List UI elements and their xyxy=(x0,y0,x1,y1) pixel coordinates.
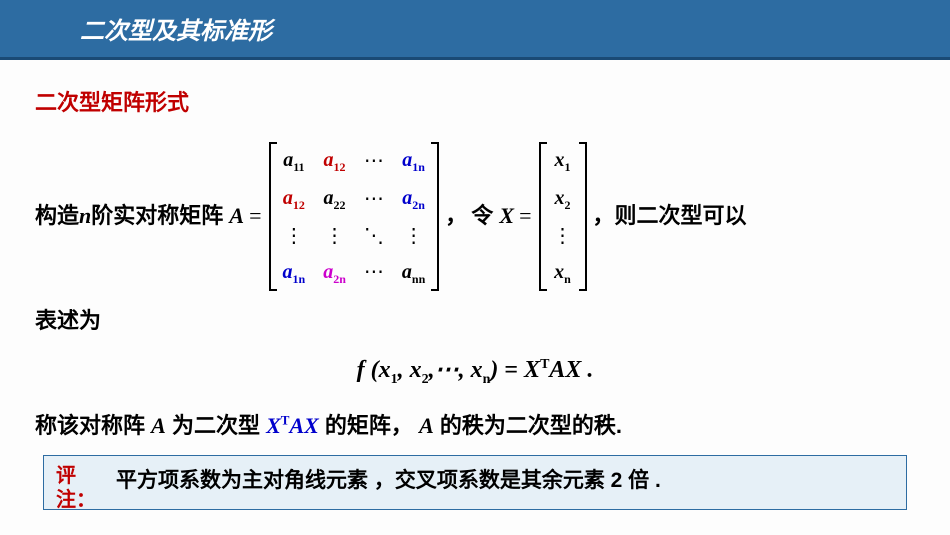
var-A-2: A xyxy=(151,413,166,438)
page-title: 二次型及其标准形 xyxy=(80,11,272,46)
matrix-definition-line: 构造 n 阶实对称矩阵 A = a11 a12 ⋯ a1n a12 a22 ⋯ a2n ⋮ ⋮ ⋱ ⋮… xyxy=(35,142,915,291)
var-A: A xyxy=(229,201,244,232)
vector-cell: x2 xyxy=(555,184,571,214)
text-tail: ，则二次型可以 xyxy=(593,201,747,232)
matrix-cell: ⋮ xyxy=(284,222,304,250)
equals-sign-2: = xyxy=(519,201,531,232)
vector-X: x1 x2 ⋮ xn xyxy=(539,142,587,291)
xtax-expr: XTAX xyxy=(266,413,319,438)
text-l4-4: 的秩为二次型的秩. xyxy=(440,413,622,438)
matrix-cell: a1n xyxy=(402,146,425,176)
subtitle: 二次型矩阵形式 xyxy=(35,85,915,117)
bracket-right xyxy=(579,142,587,291)
vector-cell: xn xyxy=(554,258,571,288)
text-l4-1: 称该对称阵 xyxy=(35,413,145,438)
matrix-cell: ann xyxy=(402,258,425,288)
matrix-cell: a22 xyxy=(324,184,346,214)
matrix-cell: ⋯ xyxy=(364,147,384,175)
matrix-cell: ⋮ xyxy=(404,222,424,250)
matrix-cell: ⋮ xyxy=(325,222,345,250)
equation-center: f (x1, x2,⋯, xn) = XTAX . xyxy=(35,355,915,388)
matrix-cell: a1n xyxy=(283,258,306,288)
conclusion-line: 称该对称阵 A 为二次型 XTAX 的矩阵， A 的秩为二次型的秩. xyxy=(35,408,915,440)
matrix-cell: a12 xyxy=(283,184,305,214)
note-label: 评注： xyxy=(56,464,96,510)
text-mid: 阶实对称矩阵 xyxy=(91,201,223,232)
text-pre: 构造 xyxy=(35,201,79,232)
text-l4-3: 的矩阵， xyxy=(325,413,413,438)
matrix-cell: ⋯ xyxy=(364,185,384,213)
title-bar: 二次型及其标准形 xyxy=(0,0,950,60)
vector-X-body: x1 x2 ⋮ xn xyxy=(547,142,579,291)
note-box: 评注： 平方项系数为主对角线元素 ，交叉项系数是其余元素 2 倍 . xyxy=(43,455,907,510)
var-A-3: A xyxy=(419,413,434,438)
matrix-A: a11 a12 ⋯ a1n a12 a22 ⋯ a2n ⋮ ⋮ ⋱ ⋮ a1n a2n ⋯ ann xyxy=(269,142,440,291)
matrix-cell: a11 xyxy=(283,146,304,176)
note-text: 平方项系数为主对角线元素 ，交叉项系数是其余元素 2 倍 . xyxy=(116,464,661,494)
text-continue: 表述为 xyxy=(35,306,915,337)
matrix-cell: ⋯ xyxy=(364,258,384,286)
content-area: 二次型矩阵形式 构造 n 阶实对称矩阵 A = a11 a12 ⋯ a1n a12 a22… xyxy=(0,60,950,510)
comma: ， xyxy=(445,201,467,232)
bracket-left xyxy=(269,142,277,291)
vector-cell: ⋮ xyxy=(553,222,573,250)
matrix-cell: a2n xyxy=(402,184,425,214)
text-l4-2: 为二次型 xyxy=(172,413,266,438)
var-n: n xyxy=(79,201,91,232)
matrix-cell: a2n xyxy=(323,258,346,288)
equals-sign: = xyxy=(249,201,261,232)
text-ling: 令 xyxy=(471,201,493,232)
matrix-A-body: a11 a12 ⋯ a1n a12 a22 ⋯ a2n ⋮ ⋮ ⋱ ⋮ a1n a2n ⋯ ann xyxy=(277,142,432,291)
matrix-cell: a12 xyxy=(324,146,346,176)
vector-cell: x1 xyxy=(555,146,571,176)
var-X: X xyxy=(499,201,514,232)
bracket-right xyxy=(431,142,439,291)
matrix-cell: ⋱ xyxy=(364,222,384,250)
bracket-left xyxy=(539,142,547,291)
